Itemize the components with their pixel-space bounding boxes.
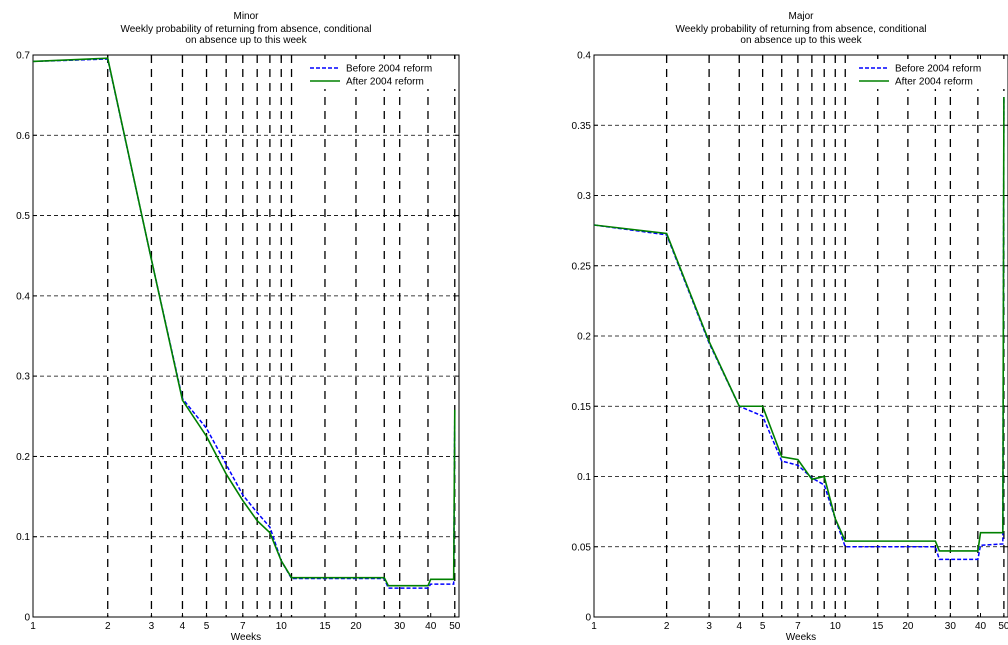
y-tick-label: 0.2 — [577, 332, 591, 343]
x-tick-label: 50 — [998, 621, 1008, 632]
x-tick-label: 3 — [706, 621, 712, 632]
x-tick-label: 40 — [425, 621, 437, 632]
legend-label: Before 2004 reform — [346, 64, 432, 75]
y-tick-label: 0.6 — [16, 131, 30, 142]
x-tick-label: 7 — [240, 621, 246, 632]
series-line-after-2004-reform — [33, 57, 456, 587]
series-group — [33, 57, 456, 589]
x-tick-label: 15 — [872, 621, 884, 632]
chart-subtitle-line: Weekly probability of returning from abs… — [675, 24, 926, 35]
x-tick-label: 2 — [664, 621, 670, 632]
series-group — [594, 97, 1005, 561]
chart-subtitle-line: on absence up to this week — [740, 35, 862, 46]
y-tick-label: 0.05 — [572, 542, 592, 553]
y-tick-label: 0.4 — [16, 291, 30, 302]
legend-label: Before 2004 reform — [895, 64, 981, 75]
y-tick-label: 0.3 — [16, 372, 30, 383]
chart-subtitle-line: on absence up to this week — [185, 35, 307, 46]
y-tick-label: 0.1 — [577, 472, 591, 483]
x-tick-label: 3 — [149, 621, 155, 632]
axes-box — [32, 54, 460, 618]
y-tick-label: 0.2 — [16, 452, 30, 463]
legend-box — [302, 59, 457, 89]
x-tick-label: 20 — [350, 621, 362, 632]
x-tick-label: 5 — [760, 621, 766, 632]
legend-label: After 2004 reform — [346, 77, 424, 88]
y-tick-label: 0.7 — [16, 51, 30, 62]
y-tick-label: 0.35 — [572, 121, 592, 132]
x-tick-label: 30 — [394, 621, 406, 632]
chart-title: Major — [788, 11, 814, 22]
chart-panel-minor: Minor Weekly probability of returning fro… — [16, 11, 461, 643]
x-tick-label: 10 — [276, 621, 288, 632]
y-tick-label: 0.4 — [577, 51, 591, 62]
y-tick-label: 0 — [24, 613, 30, 624]
chart-panel-major: Major Weekly probability of returning fro… — [572, 11, 1008, 643]
chart-subtitle-line: Weekly probability of returning from abs… — [120, 24, 371, 35]
y-tick-label: 0.5 — [16, 211, 30, 222]
x-tick-label: 4 — [180, 621, 186, 632]
x-axis-label: Weeks — [231, 632, 261, 643]
x-tick-label: 20 — [902, 621, 914, 632]
series-line-before-2004-reform — [594, 97, 1005, 561]
legend-box — [851, 59, 1006, 89]
x-tick-label: 1 — [591, 621, 597, 632]
x-tick-label: 40 — [975, 621, 987, 632]
y-tick-label: 0.1 — [16, 532, 30, 543]
chart-title: Minor — [233, 11, 259, 22]
x-axis-label: Weeks — [786, 632, 816, 643]
x-tick-label: 2 — [105, 621, 111, 632]
y-tick-label: 0.25 — [572, 261, 592, 272]
series-line-after-2004-reform — [594, 97, 1005, 552]
x-tick-label: 10 — [830, 621, 842, 632]
y-tick-label: 0 — [585, 613, 591, 624]
x-tick-label: 30 — [945, 621, 957, 632]
x-tick-label: 1 — [30, 621, 36, 632]
x-tick-label: 7 — [795, 621, 801, 632]
y-tick-label: 0.3 — [577, 191, 591, 202]
x-tick-label: 15 — [319, 621, 331, 632]
x-tick-label: 5 — [204, 621, 210, 632]
series-line-before-2004-reform — [33, 58, 456, 589]
y-tick-label: 0.15 — [572, 402, 592, 413]
x-tick-label: 4 — [736, 621, 742, 632]
legend-label: After 2004 reform — [895, 77, 973, 88]
x-tick-label: 50 — [449, 621, 461, 632]
